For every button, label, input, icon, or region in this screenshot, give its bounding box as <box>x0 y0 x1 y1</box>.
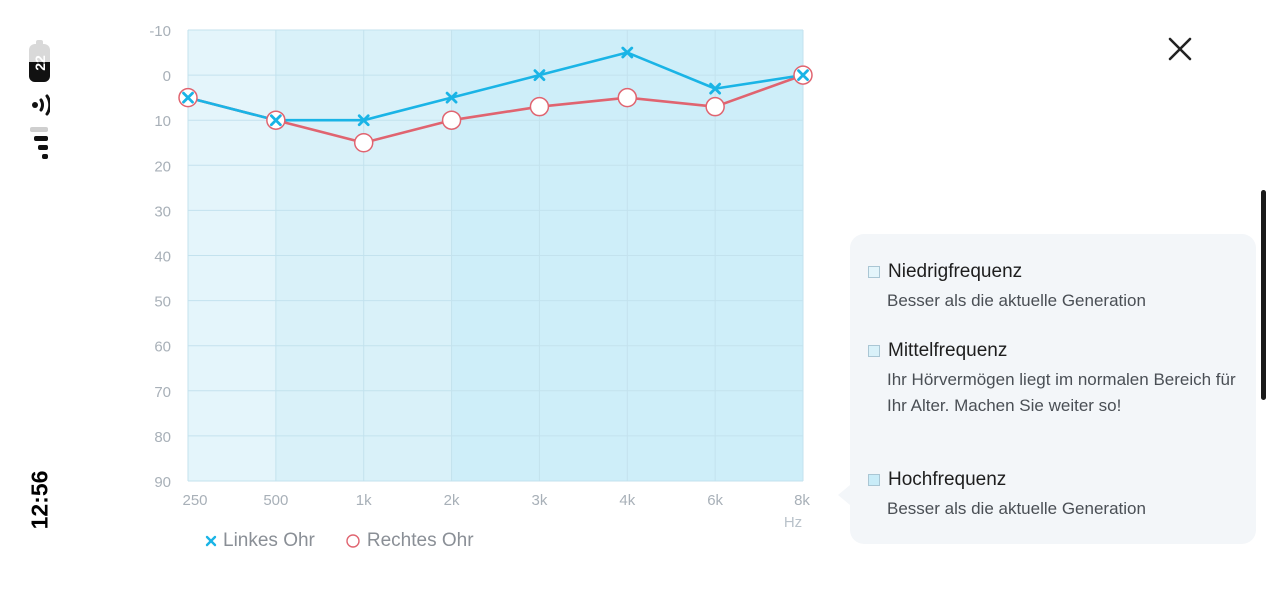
info-title-mid: Mittelfrequenz <box>888 340 1008 361</box>
legend-label-left-ear: Linkes Ohr <box>223 530 315 551</box>
y-tick-label: 20 <box>154 158 171 175</box>
left-ear-point <box>445 91 458 104</box>
left-ear-point <box>182 91 194 104</box>
right-ear-point <box>529 96 550 117</box>
status-bar: 22 12:56 <box>0 0 80 591</box>
left-ear-point <box>797 69 809 81</box>
x-tick-label: 500 <box>263 492 288 509</box>
audiogram-chart: -10 0 10 20 30 40 50 60 70 80 90 250 500 1k 2k 3k 4k 6k 8… <box>149 23 813 531</box>
x-tick-label: 8k <box>794 492 810 509</box>
battery-icon: 22 <box>29 40 50 82</box>
scrollbar[interactable] <box>1261 190 1266 400</box>
y-tick-label: 50 <box>154 294 171 311</box>
legend-item-right-ear: Rechtes Ohr <box>345 530 474 552</box>
frequency-info-panel: Niedrigfrequenz Besser als die aktuelle … <box>850 234 1256 544</box>
x-tick-label: 6k <box>707 492 723 509</box>
y-tick-label: 80 <box>154 429 171 446</box>
left-ear-point <box>621 46 634 59</box>
info-title-high: Hochfrequenz <box>888 469 1007 490</box>
y-tick-label: 90 <box>154 474 171 491</box>
right-ear-point <box>617 87 638 108</box>
series-line-o <box>187 73 804 145</box>
panel-pointer <box>838 485 850 505</box>
y-tick-label: 30 <box>154 203 171 220</box>
left-ear-point <box>357 114 370 127</box>
low-band-swatch <box>868 266 880 278</box>
info-title-low: Niedrigfrequenz <box>888 261 1023 282</box>
chart-grid <box>187 29 804 482</box>
y-tick-label: -10 <box>149 23 171 40</box>
right-ear-point <box>441 110 462 130</box>
right-ear-point <box>353 133 374 153</box>
chart-legend: Linkes Ohr Rechtes Ohr <box>205 528 504 554</box>
y-tick-label: 60 <box>154 339 171 356</box>
cross-marker-icon <box>205 535 217 547</box>
x-tick-label: 1k <box>356 492 372 509</box>
left-ear-point <box>533 69 546 81</box>
mid-band-swatch <box>868 345 880 357</box>
info-section-high: Hochfrequenz Besser als die aktuelle Gen… <box>868 467 1243 522</box>
x-tick-label: 3k <box>532 492 548 509</box>
y-tick-label: 70 <box>154 384 171 401</box>
left-ear-point <box>709 82 722 95</box>
info-desc-high: Besser als die aktuelle Generation <box>887 499 1146 518</box>
right-ear-point <box>705 96 725 117</box>
y-axis-ticks: -10 0 10 20 30 40 50 60 70 80 90 <box>149 23 171 491</box>
close-icon[interactable] <box>1163 32 1197 66</box>
info-section-mid: Mittelfrequenz Ihr Hörvermögen liegt im … <box>868 338 1243 419</box>
chart-series <box>178 46 813 153</box>
wifi-icon <box>32 94 50 116</box>
info-desc-mid: Ihr Hörvermögen liegt im normalen Bereic… <box>887 370 1236 415</box>
info-desc-low: Besser als die aktuelle Generation <box>887 291 1146 310</box>
cellular-signal-icon <box>30 127 48 159</box>
x-tick-label: 250 <box>182 492 207 509</box>
x-axis-unit: Hz <box>784 514 802 531</box>
circle-marker-icon <box>346 534 360 548</box>
high-band-swatch <box>868 474 880 486</box>
legend-item-left-ear: Linkes Ohr <box>205 530 315 552</box>
info-section-low: Niedrigfrequenz Besser als die aktuelle … <box>868 259 1243 314</box>
series-line-x <box>187 51 804 122</box>
y-tick-label: 40 <box>154 249 171 266</box>
x-axis-ticks: 250 500 1k 2k 3k 4k 6k 8k <box>182 492 810 509</box>
x-tick-label: 2k <box>444 492 460 509</box>
left-ear-point <box>269 114 282 127</box>
legend-label-right-ear: Rechtes Ohr <box>366 530 474 551</box>
x-tick-label: 4k <box>619 492 635 509</box>
y-tick-label: 0 <box>163 68 171 85</box>
y-tick-label: 10 <box>154 113 171 130</box>
